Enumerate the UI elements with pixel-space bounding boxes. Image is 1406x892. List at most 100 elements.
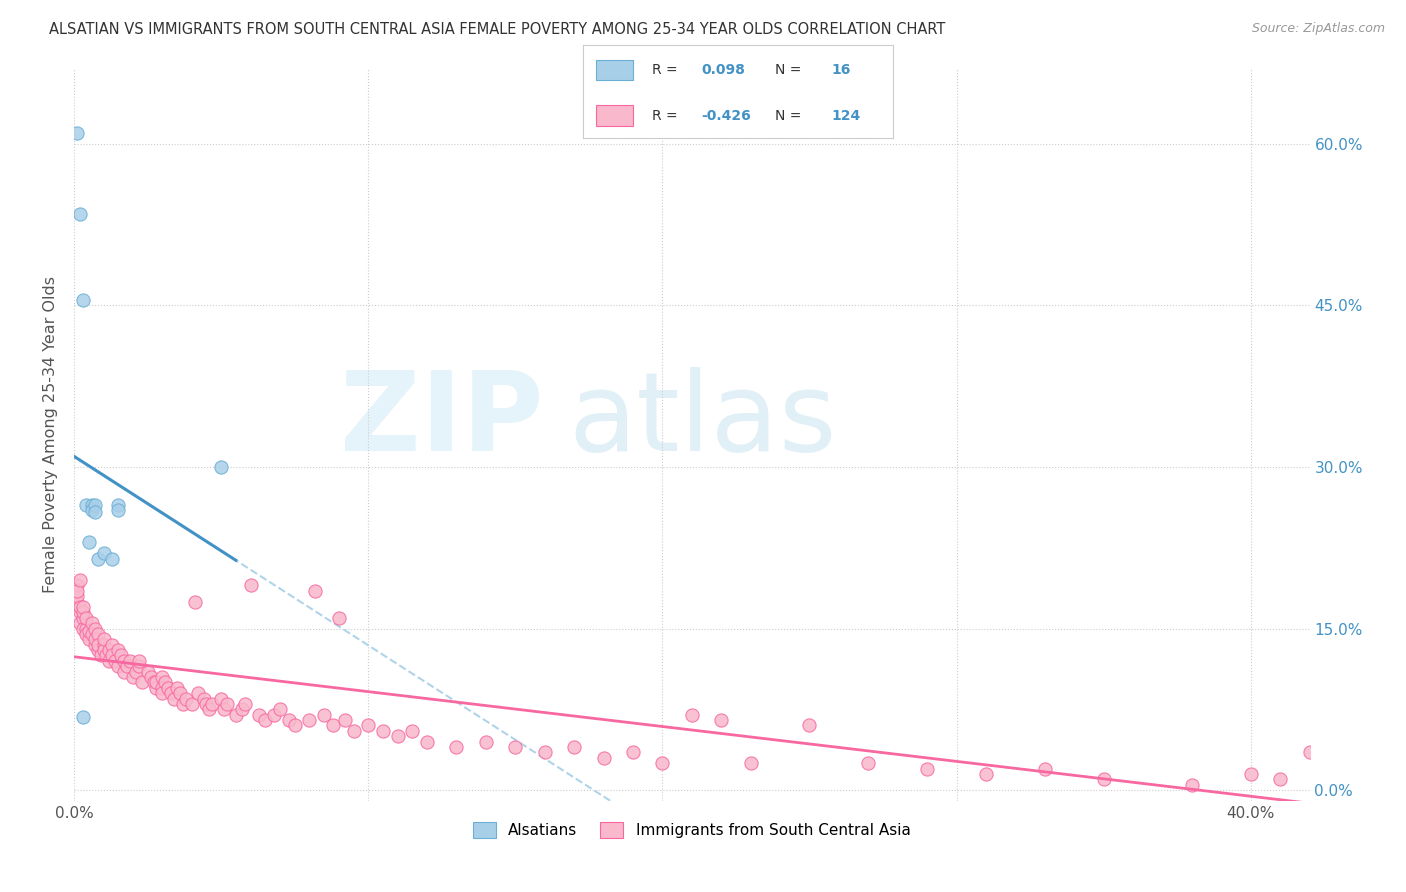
Point <box>209 691 232 706</box>
Point <box>66 589 89 603</box>
Point <box>592 751 614 765</box>
Point <box>163 691 186 706</box>
Point <box>72 606 94 620</box>
Point <box>180 697 202 711</box>
Point <box>150 681 173 695</box>
Point <box>1240 767 1263 781</box>
Point <box>357 718 380 732</box>
Point <box>1386 751 1406 765</box>
Text: R =: R = <box>651 63 682 77</box>
Point <box>174 691 197 706</box>
Point <box>166 681 188 695</box>
Point <box>1357 770 1379 784</box>
Text: ZIP: ZIP <box>340 367 544 474</box>
Point <box>169 686 191 700</box>
Point <box>198 702 221 716</box>
Point <box>681 707 703 722</box>
Y-axis label: Female Poverty Among 25-34 Year Olds: Female Poverty Among 25-34 Year Olds <box>44 277 58 593</box>
Point <box>195 697 218 711</box>
Point <box>799 718 821 732</box>
Text: -0.426: -0.426 <box>702 109 751 123</box>
Point <box>1268 772 1291 787</box>
Point <box>69 600 91 615</box>
Point <box>69 573 91 587</box>
Point <box>150 686 173 700</box>
Point <box>233 697 256 711</box>
Point <box>115 659 138 673</box>
Point <box>107 659 129 673</box>
Point <box>1298 746 1320 760</box>
Point <box>125 665 148 679</box>
Text: N =: N = <box>775 63 806 77</box>
Point <box>505 739 527 754</box>
Point <box>239 578 262 592</box>
Point <box>322 718 344 732</box>
Point <box>104 654 127 668</box>
Point <box>72 622 94 636</box>
Point <box>298 713 321 727</box>
Point <box>86 638 108 652</box>
Point <box>93 546 115 560</box>
Point <box>401 723 423 738</box>
Point <box>69 606 91 620</box>
Point <box>66 578 89 592</box>
Text: atlas: atlas <box>568 367 837 474</box>
Point <box>215 697 238 711</box>
Point <box>621 746 644 760</box>
Point <box>122 670 145 684</box>
Point <box>80 498 103 512</box>
Point <box>86 551 108 566</box>
Point <box>710 713 733 727</box>
Text: 16: 16 <box>831 63 851 77</box>
FancyBboxPatch shape <box>596 105 633 126</box>
Point <box>136 665 159 679</box>
Point <box>139 670 162 684</box>
Text: ALSATIAN VS IMMIGRANTS FROM SOUTH CENTRAL ASIA FEMALE POVERTY AMONG 25-34 YEAR O: ALSATIAN VS IMMIGRANTS FROM SOUTH CENTRA… <box>49 22 946 37</box>
Point <box>1181 778 1204 792</box>
Point <box>80 627 103 641</box>
Text: 0.098: 0.098 <box>702 63 745 77</box>
Point <box>75 498 97 512</box>
Point <box>72 611 94 625</box>
Point <box>98 654 121 668</box>
Point <box>475 734 498 748</box>
Point <box>209 460 232 475</box>
Point <box>77 624 100 638</box>
Point <box>145 675 167 690</box>
Point <box>333 713 356 727</box>
Point <box>915 762 938 776</box>
Point <box>269 702 291 716</box>
Point <box>112 665 135 679</box>
Text: 124: 124 <box>831 109 860 123</box>
Point <box>72 710 94 724</box>
Point <box>1092 772 1115 787</box>
Point <box>107 498 129 512</box>
Point <box>83 632 105 647</box>
Point <box>93 638 115 652</box>
Point <box>651 756 673 771</box>
Point <box>387 729 409 743</box>
Point <box>93 632 115 647</box>
Point <box>193 691 215 706</box>
Point <box>69 207 91 221</box>
Point <box>90 648 112 663</box>
Text: R =: R = <box>651 109 682 123</box>
Point <box>83 505 105 519</box>
Point <box>247 707 270 722</box>
Point <box>86 627 108 641</box>
Point <box>96 648 118 663</box>
Point <box>160 686 183 700</box>
Point <box>112 654 135 668</box>
Point <box>284 718 307 732</box>
Point <box>101 638 124 652</box>
Point <box>225 707 247 722</box>
Point <box>201 697 224 711</box>
Point <box>75 611 97 625</box>
Point <box>342 723 364 738</box>
Point <box>128 659 150 673</box>
Point <box>157 681 180 695</box>
Point <box>66 594 89 608</box>
Point <box>75 627 97 641</box>
Point <box>83 638 105 652</box>
Point <box>93 643 115 657</box>
